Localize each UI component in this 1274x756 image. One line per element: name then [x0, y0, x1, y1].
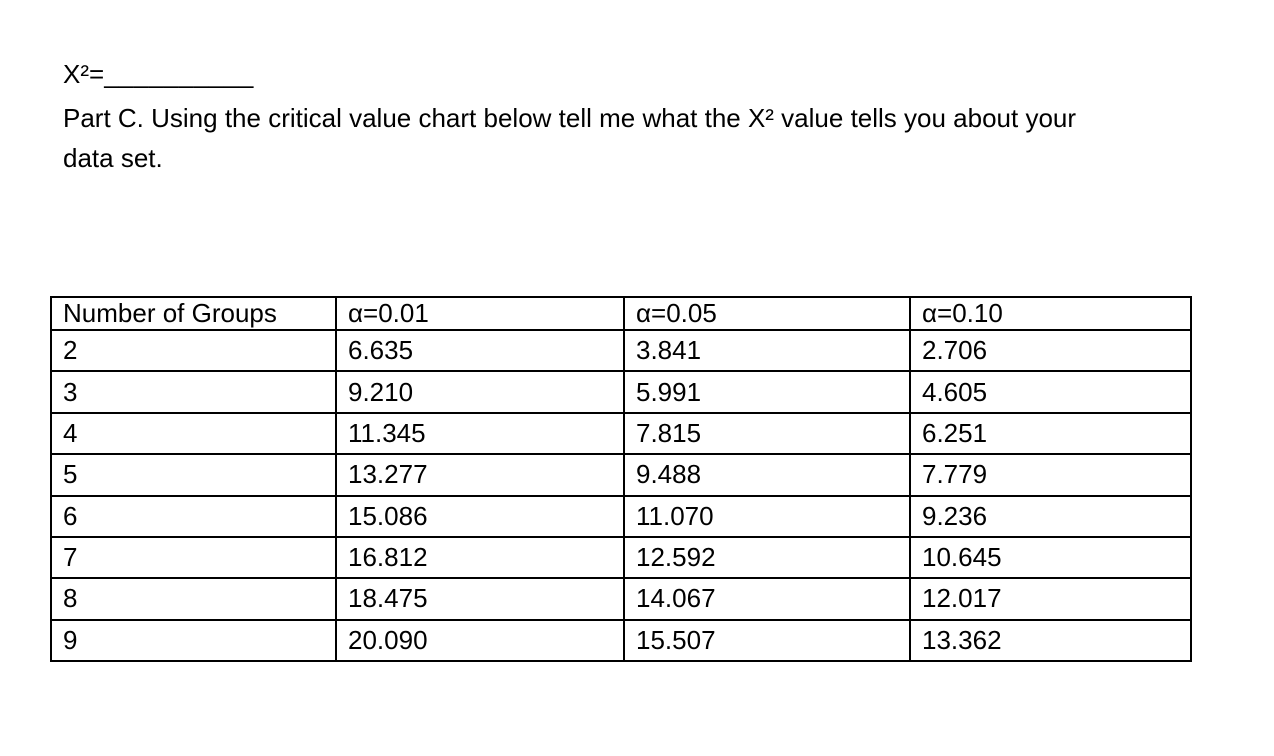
table-cell: 7.779 — [909, 453, 1192, 497]
table-row: 4 11.345 7.815 6.251 — [50, 411, 1192, 456]
instruction-line: Part C. Using the critical value chart b… — [63, 103, 1077, 133]
table-cell: 11.070 — [623, 494, 911, 538]
table-cell: 5.991 — [623, 370, 911, 414]
table-cell: 7 — [50, 535, 337, 580]
table-cell: 9.488 — [623, 453, 911, 497]
table-cell: 15.507 — [623, 618, 911, 663]
table-cell: 10.645 — [909, 535, 1192, 580]
equation-line: X²=__________ — [63, 58, 254, 90]
table-row: 7 16.812 12.592 10.645 — [50, 535, 1192, 580]
table-cell: 6 — [50, 494, 337, 538]
table-row: 9 20.090 15.507 13.362 — [50, 618, 1192, 663]
instruction-line: data set. — [63, 142, 163, 173]
table-cell: 3 — [50, 370, 337, 414]
table-cell: 20.090 — [335, 618, 625, 663]
table-cell: 14.067 — [623, 577, 911, 621]
critical-value-table: Number of Groups α=0.01 α=0.05 α=0.10 2 6.63… — [50, 296, 1192, 663]
table-cell: 4 — [50, 411, 337, 456]
equation-label: X²= — [63, 59, 105, 89]
column-header: α=0.01 — [335, 296, 625, 331]
table-cell: 6.635 — [335, 328, 625, 373]
table-cell: 9.210 — [335, 370, 625, 414]
table-cell: 11.345 — [335, 411, 625, 456]
table-cell: 7.815 — [623, 411, 911, 456]
table-cell: 2.706 — [909, 328, 1192, 373]
table-cell: 12.592 — [623, 535, 911, 580]
table-cell: 6.251 — [909, 411, 1192, 456]
table-body: 2 6.635 3.841 2.706 3 9.210 5.991 4.605 4 11.345 7… — [50, 328, 1192, 663]
table-cell: 9 — [50, 618, 337, 663]
column-header: α=0.10 — [909, 296, 1192, 331]
table-cell: 12.017 — [909, 577, 1192, 621]
table-cell: 15.086 — [335, 494, 625, 538]
table-header-row: Number of Groups α=0.01 α=0.05 α=0.10 — [50, 296, 1192, 331]
table-row: 6 15.086 11.070 9.236 — [50, 494, 1192, 538]
table-cell: 13.362 — [909, 618, 1192, 663]
table-row: 3 9.210 5.991 4.605 — [50, 370, 1192, 414]
column-header: Number of Groups — [50, 296, 337, 331]
table-cell: 8 — [50, 577, 337, 621]
part-c-instructions: Part C. Using the critical value chart b… — [63, 99, 1076, 178]
table-cell: 16.812 — [335, 535, 625, 580]
table-row: 2 6.635 3.841 2.706 — [50, 328, 1192, 373]
table-cell: 2 — [50, 328, 337, 373]
column-header: α=0.05 — [623, 296, 911, 331]
table-cell: 4.605 — [909, 370, 1192, 414]
table-row: 5 13.277 9.488 7.779 — [50, 453, 1192, 497]
table-row: 8 18.475 14.067 12.017 — [50, 577, 1192, 621]
table-cell: 5 — [50, 453, 337, 497]
answer-blank[interactable]: __________ — [104, 59, 254, 89]
table-cell: 3.841 — [623, 328, 911, 373]
table-cell: 18.475 — [335, 577, 625, 621]
table-cell: 9.236 — [909, 494, 1192, 538]
table-cell: 13.277 — [335, 453, 625, 497]
